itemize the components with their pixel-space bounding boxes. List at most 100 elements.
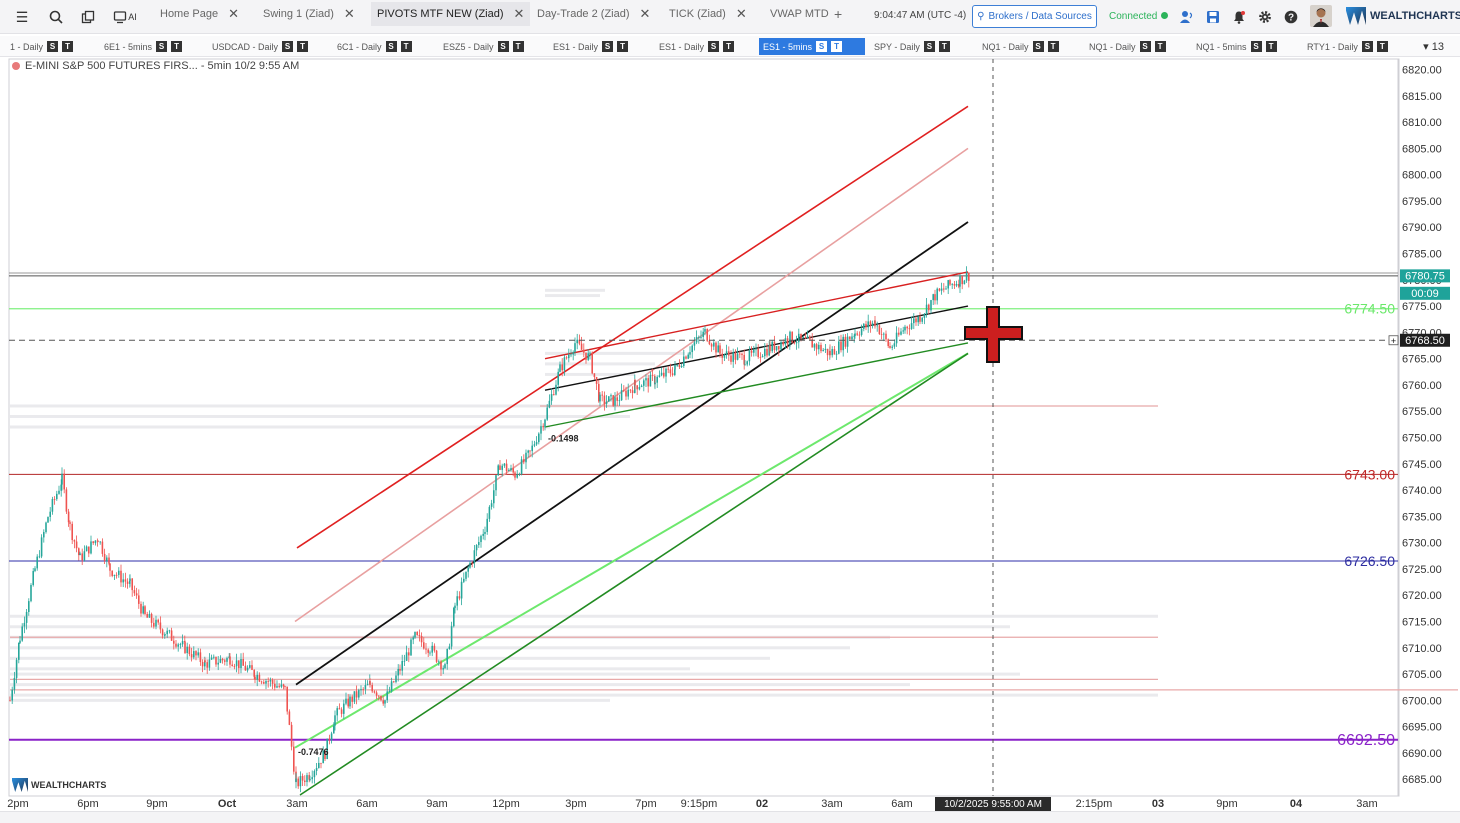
settings-badge[interactable]: S [156, 41, 168, 52]
settings-badge[interactable]: S [1250, 41, 1262, 52]
symbol-tab[interactable]: ES1 - 5mins S T [759, 38, 865, 55]
settings-badge[interactable]: S [47, 41, 59, 52]
candle-body [465, 571, 467, 579]
template-badge[interactable]: T [617, 41, 629, 52]
save-icon[interactable] [1204, 8, 1222, 26]
symbol-count[interactable]: ▾ 13 [1423, 41, 1444, 53]
candle-body [293, 746, 295, 772]
symbol-tab[interactable]: USDCAD - Daily S T [208, 38, 312, 55]
help-icon[interactable]: ? [1282, 8, 1300, 26]
x-tick-label: 7pm [635, 798, 656, 810]
candle-body [608, 396, 610, 402]
template-badge[interactable]: T [171, 41, 183, 52]
users-icon[interactable] [1178, 8, 1196, 26]
candle-body [106, 557, 108, 561]
symbol-tab[interactable]: NQ1 - Daily S T [1085, 38, 1170, 55]
candle-body [623, 390, 625, 392]
settings-badge[interactable]: S [708, 41, 720, 52]
candle-body [267, 680, 269, 682]
candle-body [215, 656, 217, 665]
symbol-tab[interactable]: NQ1 - 5mins S T [1192, 38, 1281, 55]
symbol-tab[interactable]: ES1 - Daily S T [549, 38, 632, 55]
tab-home-page[interactable]: Home Page ✕ [154, 2, 245, 26]
close-icon[interactable]: ✕ [513, 6, 525, 21]
price-chart[interactable]: 6774.50 6743.00 6726.50 6692.50 -0.1498 -0.74… [0, 57, 1460, 823]
candle-body [251, 665, 253, 670]
close-icon[interactable]: ✕ [228, 6, 239, 21]
template-badge[interactable]: T [400, 41, 412, 52]
tab-vwap-mtd[interactable]: VWAP MTD [764, 2, 835, 26]
template-badge[interactable]: T [1376, 41, 1388, 52]
crosshair-time-label: 10/2/2025 9:55:00 AM [944, 799, 1042, 810]
symbol-tab[interactable]: RTY1 - Daily S T [1303, 38, 1392, 55]
ai-icon[interactable]: AI [112, 8, 138, 26]
search-icon[interactable] [47, 8, 65, 26]
bell-icon[interactable] [1230, 8, 1248, 26]
add-tab-button[interactable]: + [834, 6, 843, 22]
candle-body [395, 675, 397, 683]
symbol-tab[interactable]: 6C1 - Daily S T [333, 38, 416, 55]
avatar[interactable] [1310, 5, 1332, 27]
template-badge[interactable]: T [938, 41, 950, 52]
y-tick-label: 6800.00 [1402, 170, 1442, 182]
candle-body [591, 352, 593, 374]
candle-body [78, 548, 80, 556]
candle-body [493, 490, 495, 504]
symbol-tab[interactable]: ESZ5 - Daily S T [439, 38, 528, 55]
template-badge[interactable]: T [1154, 41, 1166, 52]
x-tick-label: 9pm [146, 798, 167, 810]
gear-icon[interactable] [1256, 8, 1274, 26]
candle-body [748, 350, 751, 362]
candle-body [612, 395, 614, 406]
settings-badge[interactable]: S [923, 41, 935, 52]
candle-body [947, 280, 949, 289]
template-badge[interactable]: T [1265, 41, 1277, 52]
symbol-tab-label: USDCAD - Daily [212, 41, 279, 52]
settings-badge[interactable]: S [1361, 41, 1373, 52]
close-icon[interactable]: ✕ [735, 6, 747, 21]
candle-body [204, 660, 206, 663]
candle-body [844, 336, 847, 347]
template-badge[interactable]: T [1047, 41, 1059, 52]
tab-pivots-mtf-new[interactable]: PIVOTS MTF NEW (Ziad) ✕ [371, 2, 531, 26]
tab-swing-1[interactable]: Swing 1 (Ziad) ✕ [257, 2, 361, 26]
settings-badge[interactable]: S [385, 41, 397, 52]
brokers-data-sources-button[interactable]: ⚲ Brokers / Data Sources [972, 5, 1097, 28]
candle-body [299, 776, 302, 787]
close-icon[interactable]: ✕ [343, 6, 355, 21]
candle-body [290, 724, 293, 747]
symbol-tab[interactable]: 6E1 - 5mins S T [100, 38, 186, 55]
candle-body [809, 338, 811, 340]
candle-body [177, 644, 179, 647]
tab-day-trade-2[interactable]: Day-Trade 2 (Ziad) ✕ [531, 2, 656, 26]
x-tick-label: 12pm [492, 798, 520, 810]
settings-badge[interactable]: S [282, 41, 294, 52]
candle-body [932, 294, 934, 301]
candle-body [951, 284, 953, 285]
candle-body [764, 348, 766, 357]
settings-badge[interactable]: S [497, 41, 509, 52]
template-badge[interactable]: T [297, 41, 309, 52]
candle-body [92, 541, 94, 544]
settings-badge[interactable]: S [1139, 41, 1151, 52]
template-badge[interactable]: T [512, 41, 524, 52]
menu-icon[interactable]: ☰ [15, 8, 29, 25]
symbol-tab[interactable]: ES1 - Daily S T [655, 38, 738, 55]
tab-tick[interactable]: TICK (Ziad) ✕ [663, 2, 753, 26]
settings-badge[interactable]: S [816, 41, 828, 52]
candle-body [190, 654, 193, 658]
close-icon[interactable]: ✕ [639, 6, 651, 21]
candle-body [660, 372, 663, 376]
y-tick-label: 6790.00 [1402, 222, 1442, 234]
symbol-tab[interactable]: NQ1 - Daily S T [978, 38, 1063, 55]
template-badge[interactable]: T [62, 41, 74, 52]
template-badge[interactable]: T [723, 41, 735, 52]
symbol-tab[interactable]: SPY - Daily S T [870, 38, 954, 55]
chart-canvas[interactable]: 6774.50 6743.00 6726.50 6692.50 -0.1498 -0.74… [0, 57, 1460, 823]
price-box-label: 00:09 [1411, 288, 1439, 300]
settings-badge[interactable]: S [602, 41, 614, 52]
template-badge[interactable]: T [831, 41, 843, 52]
symbol-tab[interactable]: 1 - Daily S T [6, 38, 77, 55]
settings-badge[interactable]: S [1032, 41, 1044, 52]
copy-icon[interactable] [79, 8, 97, 26]
